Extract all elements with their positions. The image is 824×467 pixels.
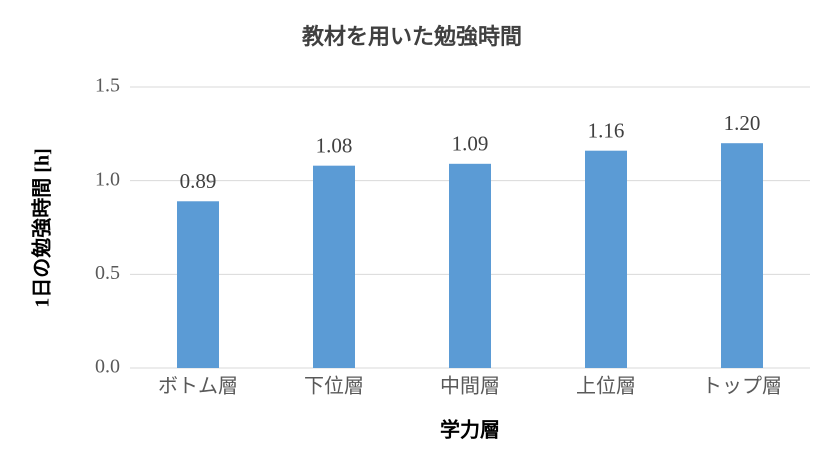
data-label: 0.89 (180, 169, 217, 193)
x-axis-label: 学力層 (440, 418, 500, 442)
bar (585, 150, 627, 368)
y-axis-label: 1日の勉強時間 [h] (30, 148, 54, 307)
bar (177, 201, 219, 368)
x-tick-label: 上位層 (576, 375, 636, 398)
data-label: 1.09 (452, 132, 489, 156)
y-tick-label: 1.0 (95, 168, 120, 190)
data-label: 1.08 (316, 133, 353, 157)
x-tick-label: ボトム層 (158, 375, 238, 398)
bar (449, 163, 491, 368)
x-tick-label: 中間層 (440, 375, 500, 398)
y-tick-label: 0.5 (95, 262, 120, 284)
bar (721, 143, 763, 368)
y-tick-label: 1.5 (95, 75, 120, 97)
x-tick-label: 下位層 (304, 375, 364, 398)
y-tick-label: 0.0 (95, 356, 120, 378)
bar (313, 165, 355, 368)
chart-title: 教材を用いた勉強時間 (302, 24, 522, 50)
data-label: 1.20 (724, 111, 761, 135)
x-tick-label: トップ層 (702, 376, 782, 398)
data-label: 1.16 (588, 119, 625, 143)
